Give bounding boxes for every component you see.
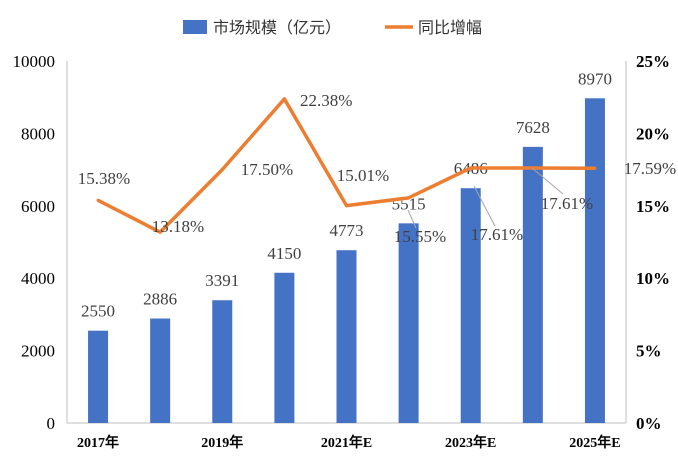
line-data-label: 15.01% [337, 166, 389, 185]
bar-2023年E [460, 188, 481, 423]
right-tick-label: 10% [636, 269, 670, 288]
bar-2021年E [336, 250, 357, 423]
bar-2017年 [88, 330, 109, 423]
right-tick-label: 25% [636, 52, 670, 71]
bar-data-label: 2886 [143, 290, 177, 309]
growth-point-2019年 [220, 168, 224, 172]
bar-data-label: 3391 [205, 271, 239, 290]
right-tick-label: 20% [636, 124, 670, 143]
line-data-label: 15.38% [78, 169, 130, 188]
growth-point-2025年E [593, 166, 597, 170]
left-tick-label: 2000 [21, 342, 55, 361]
x-tick-label: 2017年 [77, 434, 119, 451]
leader-line [407, 209, 417, 229]
growth-point-2017年 [96, 198, 100, 202]
bar-data-label: 4150 [267, 244, 301, 263]
line-data-label: 17.61% [471, 225, 523, 244]
legend-bar-label: 市场规模（亿元） [213, 18, 341, 37]
left-tick-label: 4000 [21, 269, 55, 288]
legend-bar-swatch [183, 20, 207, 34]
leader-line [473, 185, 496, 227]
line-data-label: 17.50% [241, 160, 293, 179]
growth-point-2020年 [282, 97, 286, 101]
bar-data-label: 8970 [578, 69, 612, 88]
line-data-label: 17.61% [541, 194, 593, 213]
x-tick-label: 2021年E [321, 434, 372, 451]
right-tick-label: 5% [636, 342, 662, 361]
bar-data-label: 4773 [330, 221, 364, 240]
right-tick-label: 15% [636, 197, 670, 216]
bar-2025年E [584, 98, 605, 423]
left-tick-label: 10000 [13, 52, 56, 71]
legend-line-label: 同比增幅 [418, 18, 482, 37]
bar-2019年 [212, 300, 233, 423]
left-tick-label: 0 [47, 414, 56, 433]
right-tick-label: 0% [636, 414, 662, 433]
line-data-label: 17.59% [624, 159, 676, 178]
left-tick-label: 8000 [21, 124, 55, 143]
x-tick-label: 2023年E [445, 434, 496, 451]
bar-2022年E [398, 223, 419, 423]
bar-2018年 [150, 318, 171, 423]
bar-2024年E [522, 146, 543, 423]
growth-point-2021年E [345, 204, 348, 208]
x-tick-label: 2019年 [201, 434, 243, 451]
x-tick-label: 2025年E [569, 434, 620, 451]
bar-data-label: 7628 [516, 118, 550, 137]
left-tick-label: 6000 [21, 197, 55, 216]
bar-data-label: 2550 [81, 302, 115, 321]
line-data-label: 13.18% [152, 217, 204, 236]
growth-point-2022年E [407, 196, 411, 200]
line-data-label: 22.38% [300, 91, 352, 110]
line-data-label: 15.55% [394, 227, 446, 246]
growth-point-2018年 [158, 230, 162, 234]
growth-point-2023年E [469, 166, 473, 170]
bar-2020年 [274, 272, 295, 423]
leader-line [531, 167, 564, 195]
